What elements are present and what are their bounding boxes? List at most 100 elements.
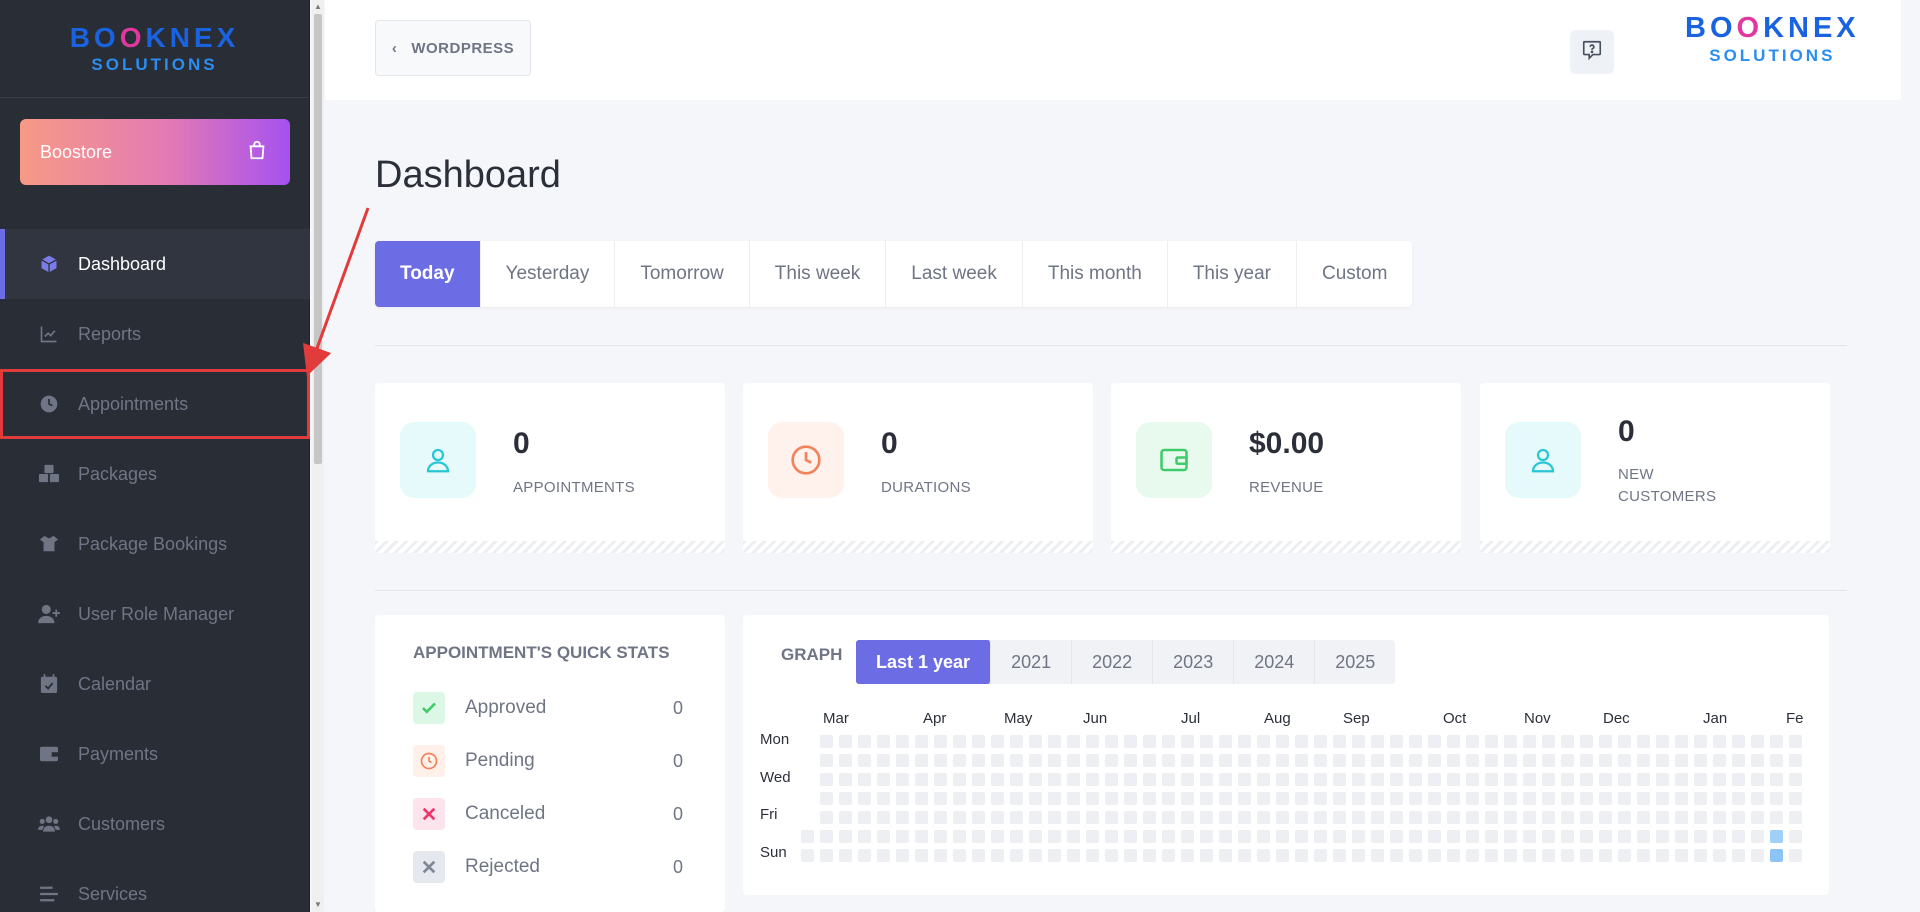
heatmap-cell: [1200, 754, 1213, 767]
heatmap-cell: [1561, 792, 1574, 805]
sidebar-logo[interactable]: BOOKNEX SOLUTIONS: [0, 0, 309, 98]
tab-this-year[interactable]: This year: [1168, 241, 1297, 307]
heatmap-cell: [1352, 735, 1365, 748]
heatmap-cell: [877, 735, 890, 748]
user-icon: [400, 422, 476, 498]
wallet-icon: [1136, 422, 1212, 498]
heatmap-cell: [1504, 735, 1517, 748]
heatmap-cell: [1371, 830, 1384, 843]
shopping-bag-icon: [246, 139, 268, 166]
calendar-check-icon: [38, 673, 60, 695]
heatmap-cell: [1238, 792, 1251, 805]
heatmap-cell: [1105, 735, 1118, 748]
heatmap-cell: [1257, 811, 1270, 824]
scroll-thumb[interactable]: [314, 14, 322, 464]
header-booknex-logo[interactable]: BOOKNEX SOLUTIONS: [1685, 12, 1860, 65]
heatmap-cell: [1789, 792, 1802, 805]
heatmap-cell: [1580, 849, 1593, 862]
heatmap-cell: [1143, 754, 1156, 767]
sidebar-item-payments[interactable]: Payments: [0, 719, 310, 789]
heatmap-cell: [1770, 735, 1783, 748]
stat-card-new-customers: 0 NEW CUSTOMERS: [1480, 383, 1830, 553]
sidebar-item-reports[interactable]: Reports: [0, 299, 310, 369]
tab-last-week[interactable]: Last week: [886, 241, 1023, 307]
x-icon: [413, 798, 445, 830]
heatmap-cell: [1295, 792, 1308, 805]
graph-tab-2022[interactable]: 2022: [1072, 640, 1154, 684]
tab-today[interactable]: Today: [375, 241, 481, 307]
sidebar-item-label: Services: [78, 883, 148, 904]
heatmap-cell: [1124, 754, 1137, 767]
heatmap-cell: [915, 849, 928, 862]
tab-this-week[interactable]: This week: [750, 241, 887, 307]
sidebar-item-appointments[interactable]: Appointments: [0, 369, 310, 439]
tab-yesterday[interactable]: Yesterday: [481, 241, 616, 307]
sidebar-item-user-role-manager[interactable]: User Role Manager: [0, 579, 310, 649]
tab-this-month[interactable]: This month: [1023, 241, 1168, 307]
help-button[interactable]: [1570, 30, 1614, 74]
heatmap-cell: [1257, 792, 1270, 805]
heatmap-cell: [972, 830, 985, 843]
heatmap-cell: [896, 811, 909, 824]
sidebar-item-customers[interactable]: Customers: [0, 789, 310, 859]
heatmap-cell: [953, 735, 966, 748]
quick-stats-title: APPOINTMENT'S QUICK STATS: [413, 643, 670, 662]
heatmap-cell: [1732, 773, 1745, 786]
heatmap-cell: [1219, 849, 1232, 862]
heatmap-cell: [877, 830, 890, 843]
heatmap-cell: [1523, 792, 1536, 805]
heatmap-cell: [1428, 811, 1441, 824]
heatmap-cell: [1656, 754, 1669, 767]
heatmap-cell: [991, 735, 1004, 748]
heatmap-cell: [1504, 830, 1517, 843]
heatmap-cell: [1409, 754, 1422, 767]
graph-tab-2024[interactable]: 2024: [1234, 640, 1316, 684]
heatmap-cell: [1694, 830, 1707, 843]
boostore-label: Boostore: [40, 141, 113, 162]
heatmap-cell: [820, 754, 833, 767]
heatmap-cell: [953, 754, 966, 767]
boostore-button[interactable]: Boostore: [20, 119, 290, 185]
heatmap-cell: [972, 792, 985, 805]
heatmap-cell: [1352, 792, 1365, 805]
scroll-up-icon[interactable]: ▲: [314, 2, 322, 11]
quick-stat-label: Approved: [465, 697, 547, 718]
graph-tab-2021[interactable]: 2021: [991, 640, 1073, 684]
sidebar-item-package-bookings[interactable]: Package Bookings: [0, 509, 310, 579]
graph-tab-2025[interactable]: 2025: [1335, 651, 1376, 672]
sidebar-item-packages[interactable]: Packages: [0, 439, 310, 509]
heatmap-cell: [1656, 735, 1669, 748]
sidebar-scrollbar[interactable]: ▲ ▼: [312, 0, 324, 912]
heatmap-cell: [1219, 754, 1232, 767]
tab-custom[interactable]: Custom: [1321, 263, 1388, 284]
heatmap-cell: [1618, 754, 1631, 767]
heatmap-cell: [972, 754, 985, 767]
heatmap-cell: [1257, 830, 1270, 843]
heatmap-cell: [1162, 849, 1175, 862]
heatmap-cell: [1637, 849, 1650, 862]
wordpress-back-button[interactable]: ‹ WORDPRESS: [375, 20, 531, 76]
heatmap-cell: [934, 849, 947, 862]
sidebar-item-dashboard[interactable]: Dashboard: [0, 229, 310, 299]
heatmap-cell: [1789, 754, 1802, 767]
heatmap-cell: [991, 773, 1004, 786]
heatmap-cell: [953, 811, 966, 824]
graph-tab-last-1-year[interactable]: Last 1 year: [856, 640, 992, 684]
day-label: Mon: [760, 731, 790, 748]
scroll-down-icon[interactable]: ▼: [314, 900, 322, 909]
heatmap-cell: [1029, 849, 1042, 862]
sidebar-item-label: Appointments: [78, 393, 189, 414]
sidebar-item-services[interactable]: Services: [0, 859, 310, 912]
sidebar-item-label: Reports: [78, 323, 142, 344]
heatmap-cell: [1200, 849, 1213, 862]
list-icon: [38, 883, 60, 905]
heatmap-cell: [1713, 735, 1726, 748]
heatmap-cell: [1371, 735, 1384, 748]
tab-tomorrow[interactable]: Tomorrow: [615, 241, 750, 307]
graph-tab-2023[interactable]: 2023: [1153, 640, 1235, 684]
heatmap-cell: [1029, 830, 1042, 843]
month-label: Jan: [1703, 710, 1728, 727]
card-hatch: [1111, 541, 1461, 553]
sidebar-item-calendar[interactable]: Calendar: [0, 649, 310, 719]
heatmap-cell: [1580, 811, 1593, 824]
